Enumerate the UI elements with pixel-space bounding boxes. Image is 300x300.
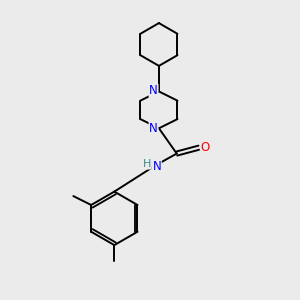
Text: H: H	[143, 159, 151, 169]
Text: N: N	[149, 122, 158, 135]
Text: N: N	[152, 160, 161, 172]
Text: N: N	[149, 84, 158, 98]
Text: O: O	[200, 141, 210, 154]
